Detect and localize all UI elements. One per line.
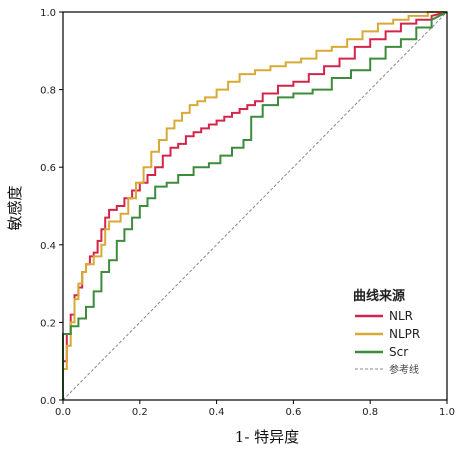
y-tick-label: 0.8 bbox=[40, 86, 56, 97]
legend-label-nlr: NLR bbox=[389, 309, 413, 323]
reference-line bbox=[62, 11, 448, 401]
x-axis-label: 1- 特异度 bbox=[235, 428, 299, 446]
legend-label-nlpr: NLPR bbox=[389, 327, 420, 341]
axis-ticks: 0.0 0.2 0.4 0.6 0.8 1.0 0.0 0.2 0.4 0.6 0.8 1.0 bbox=[40, 8, 455, 418]
series-line-nlr bbox=[62, 11, 448, 400]
x-tick-label: 0.2 bbox=[132, 407, 148, 418]
series-line-scr bbox=[62, 11, 448, 400]
x-tick-label: 1.0 bbox=[439, 407, 455, 418]
legend-label-scr: Scr bbox=[389, 345, 408, 359]
x-tick-label: 0.8 bbox=[362, 407, 378, 418]
y-tick-label: 0.2 bbox=[40, 318, 56, 329]
legend-title: 曲线来源 bbox=[353, 288, 405, 304]
y-tick-label: 0.0 bbox=[40, 396, 56, 407]
plot-marks bbox=[62, 11, 448, 401]
legend: 曲线来源 NLR NLPR Scr 参考线 bbox=[353, 288, 420, 376]
x-tick-label: 0.4 bbox=[209, 407, 225, 418]
x-tick-label: 0.0 bbox=[55, 407, 71, 418]
y-tick-label: 0.4 bbox=[40, 241, 56, 252]
series-line-nlpr bbox=[62, 11, 447, 400]
y-tick-label: 1.0 bbox=[40, 8, 56, 19]
y-axis-label: 敏感度 bbox=[6, 185, 24, 230]
plot-frame bbox=[62, 11, 448, 401]
x-tick-label: 0.6 bbox=[285, 407, 301, 418]
y-tick-label: 0.6 bbox=[40, 163, 56, 174]
legend-label-reference: 参考线 bbox=[389, 363, 419, 376]
